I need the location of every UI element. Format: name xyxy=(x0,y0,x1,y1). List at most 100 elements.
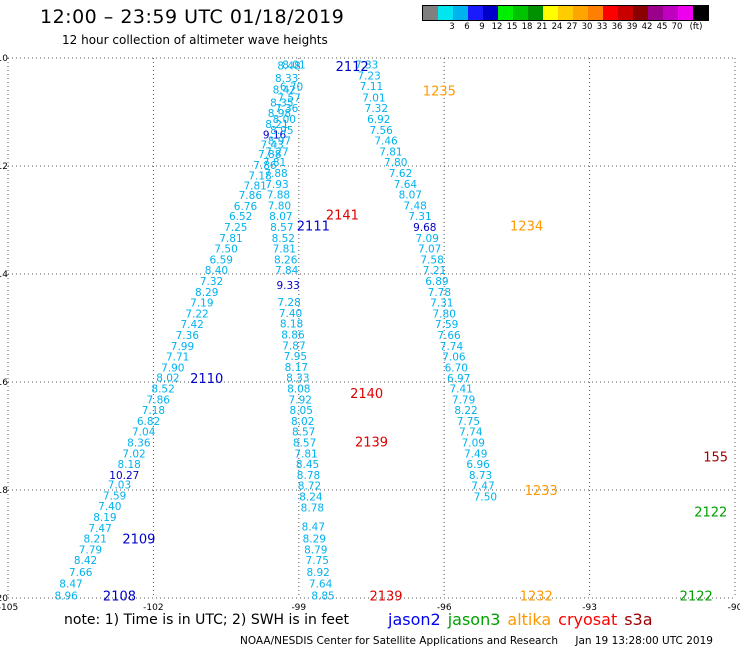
pass-number-label: 2122 xyxy=(680,589,713,604)
pass-number-label: 2111 xyxy=(297,219,330,234)
wave-height-value: 7.40 xyxy=(279,308,302,320)
wave-height-value: 8.47 xyxy=(59,578,82,590)
satellite-cryosat: cryosat xyxy=(558,610,617,629)
wave-height-value: 6.82 xyxy=(137,416,160,428)
wave-height-value: 8.72 xyxy=(298,481,321,493)
pass-number-label: 1232 xyxy=(520,589,553,604)
pass-number-label: 2141 xyxy=(326,209,359,224)
x-tick-label: -105 xyxy=(0,603,18,613)
pass-number-label: 2139 xyxy=(369,589,402,604)
credits-line: NOAA/NESDIS Center for Satellite Applica… xyxy=(240,635,713,647)
wave-height-value: 7.95 xyxy=(284,351,307,363)
x-tick-label: -90 xyxy=(728,603,740,613)
wave-height-value: 8.85 xyxy=(311,590,334,602)
wave-height-value: 7.81 xyxy=(294,448,317,460)
wave-height-value: 8.07 xyxy=(269,211,292,223)
wave-height-value: 7.81 xyxy=(263,157,286,169)
wave-height-value: 7.80 xyxy=(268,200,291,212)
wave-height-value: 8.52 xyxy=(151,383,174,395)
wave-height-value: 7.59 xyxy=(103,490,126,502)
wave-height-value: 7.02 xyxy=(122,448,145,460)
wave-height-value: 8.57 xyxy=(293,437,316,449)
pass-number-label: 1235 xyxy=(423,84,456,99)
wave-height-value: 7.28 xyxy=(277,297,300,309)
pass-number-label: 155 xyxy=(703,451,728,466)
wave-height-value: 7.66 xyxy=(69,567,93,579)
wave-height-value: 7.90 xyxy=(161,362,184,374)
wave-height-value: 7.81 xyxy=(273,244,296,256)
satellite-s3a: s3a xyxy=(624,610,652,629)
y-tick-label: -18 xyxy=(0,486,8,496)
wave-height-value: 6.76 xyxy=(234,201,258,213)
wave-height-value: 8.78 xyxy=(301,502,324,514)
wave-height-value: 7.50 xyxy=(214,244,237,256)
pass-number-label: 2108 xyxy=(103,589,136,604)
wave-height-value: 7.50 xyxy=(474,491,497,503)
footer-note: note: 1) Time is in UTC; 2) SWH is in fe… xyxy=(64,612,349,628)
wave-height-value: 7.81 xyxy=(219,233,242,245)
wave-height-value: 7.93 xyxy=(265,179,288,191)
pass-number-label: 2110 xyxy=(190,372,223,387)
pass-number-label: 2109 xyxy=(122,533,155,548)
wave-height-value: 7.25 xyxy=(224,222,247,234)
wave-height-value: 8.42 xyxy=(74,555,97,567)
wave-height-value: 8.00 xyxy=(273,114,296,126)
wave-height-value: 8.24 xyxy=(299,491,323,503)
wave-height-value: 8.57 xyxy=(292,427,315,439)
wave-height-value: 7.11 xyxy=(360,81,383,93)
wave-height-value: 8.18 xyxy=(280,319,303,331)
wave-height-value: 7.32 xyxy=(200,276,223,288)
wave-height-value: 7.79 xyxy=(79,544,102,556)
wave-height-value: 8.18 xyxy=(117,459,140,471)
wave-height-value: 8.97 xyxy=(268,136,291,148)
wave-height-value: 8.02 xyxy=(291,416,314,428)
wave-height-value: 8.01 xyxy=(282,59,305,71)
pass-number-label: 2112 xyxy=(336,60,369,75)
wave-height-value: 7.99 xyxy=(171,341,194,353)
wave-height-value: 8.96 xyxy=(54,590,78,602)
wave-height-value: 6.59 xyxy=(210,254,233,266)
wave-height-value: 8.79 xyxy=(304,544,327,556)
wave-height-value: 6.52 xyxy=(229,211,252,223)
pass-number-label: 1234 xyxy=(510,219,543,234)
satellite-altika: altika xyxy=(507,610,551,629)
pass-number-label: 2122 xyxy=(694,506,727,521)
wave-height-value: 8.95 xyxy=(270,125,293,137)
wave-height-value: 7.04 xyxy=(132,427,156,439)
wave-height-value: 8.17 xyxy=(285,362,308,374)
wave-height-value: 7.36 xyxy=(176,330,200,342)
wave-height-value: 7.27 xyxy=(265,146,288,158)
wave-height-value: 7.88 xyxy=(267,190,290,202)
wave-height-value: 8.33 xyxy=(286,373,309,385)
wave-height-value: 6.70 xyxy=(280,82,303,94)
wave-height-value: 10.27 xyxy=(109,470,139,482)
wave-height-value: 8.26 xyxy=(274,254,298,266)
wave-height-value: 8.19 xyxy=(93,512,116,524)
wave-height-value: 8.52 xyxy=(272,233,295,245)
y-tick-label: -12 xyxy=(0,162,8,172)
wave-height-value: 9.33 xyxy=(276,280,299,292)
wave-height-value: 7.84 xyxy=(275,265,299,277)
pass-number-label: 2140 xyxy=(350,387,383,402)
wave-height-value: 8.47 xyxy=(302,522,325,534)
timestamp-text: Jan 19 13:28:00 UTC 2019 xyxy=(575,635,713,647)
wave-height-value: 7.88 xyxy=(264,168,287,180)
wave-height-value: 7.19 xyxy=(190,298,213,310)
wave-height-value: 7.71 xyxy=(166,352,189,364)
wave-height-value: 8.02 xyxy=(156,373,179,385)
wave-height-value: 7.18 xyxy=(142,405,165,417)
wave-height-value: 8.78 xyxy=(297,470,320,482)
y-tick-label: -10 xyxy=(0,54,8,64)
wave-height-value: 7.22 xyxy=(185,308,208,320)
wave-height-value: 7.87 xyxy=(282,340,305,352)
satellite-jason3: jason3 xyxy=(448,610,501,629)
wave-height-value: 8.05 xyxy=(290,405,313,417)
wave-height-value: 7.40 xyxy=(98,501,121,513)
wave-height-value: 7.75 xyxy=(306,555,329,567)
wave-height-value: 7.57 xyxy=(277,92,300,104)
wave-height-value: 7.92 xyxy=(289,394,312,406)
wave-height-value: 8.21 xyxy=(84,534,107,546)
satellite-jason2: jason2 xyxy=(388,610,441,629)
wave-height-value: 8.45 xyxy=(296,459,319,471)
y-tick-label: -16 xyxy=(0,378,8,388)
